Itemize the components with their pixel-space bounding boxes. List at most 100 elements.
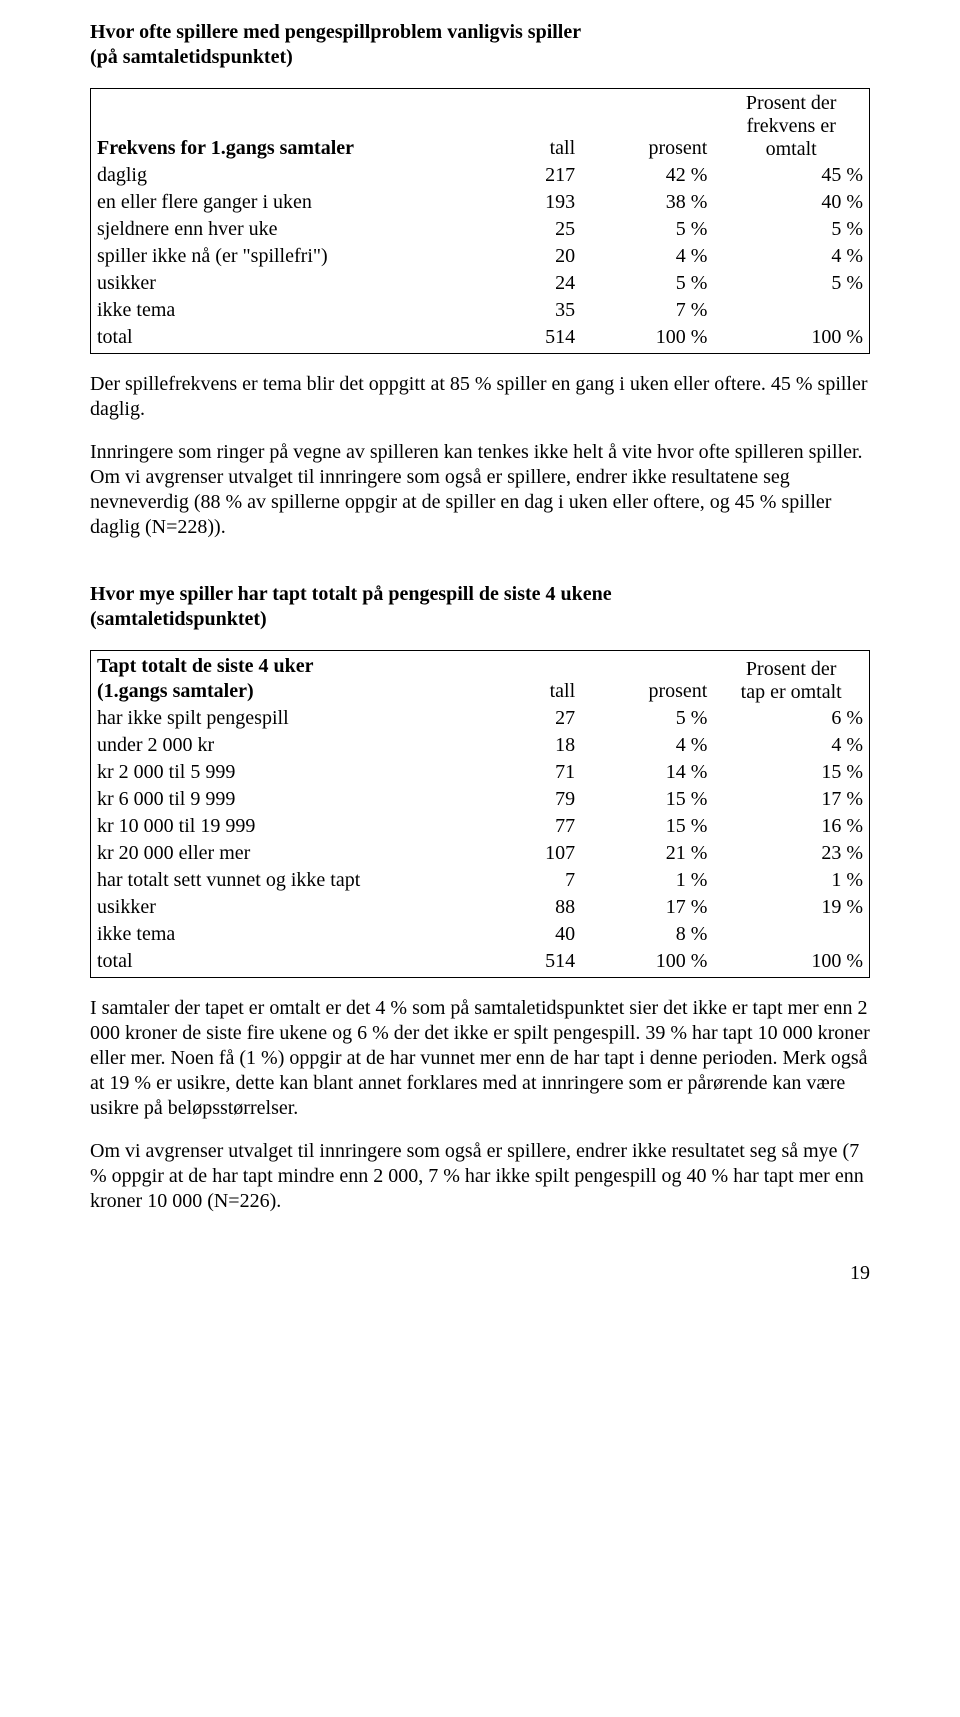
cell-value: 17 % [581,894,713,921]
header-sub: frekvens er [746,115,835,137]
table2-container: Tapt totalt de siste 4 uker (1.gangs sam… [90,650,870,978]
cell-value: 514 [464,948,581,975]
table-row: har ikke spilt pengespill275 %6 % [91,705,869,732]
table-row: ikke tema357 % [91,297,869,324]
table-row: usikker8817 %19 % [91,894,869,921]
cell-value: 24 [464,270,581,297]
cell-value: 7 [464,867,581,894]
cell-value: 1 % [713,867,869,894]
cell-label: kr 6 000 til 9 999 [91,786,464,813]
cell-value: 5 % [581,270,713,297]
cell-value: 15 % [581,786,713,813]
cell-label: daglig [91,162,464,189]
document-page: Hvor ofte spillere med pengespillproblem… [0,0,960,1325]
table-row: en eller flere ganger i uken19338 %40 % [91,189,869,216]
cell-label: under 2 000 kr [91,732,464,759]
header-col: tall [464,91,581,162]
header-sub: Prosent der [746,658,837,680]
table-row: under 2 000 kr184 %4 % [91,732,869,759]
cell-label: total [91,948,464,975]
cell-value: 6 % [713,705,869,732]
cell-label: en eller flere ganger i uken [91,189,464,216]
header-sub: tap er omtalt [741,681,842,703]
table-row: kr 2 000 til 5 9997114 %15 % [91,759,869,786]
cell-value: 16 % [713,813,869,840]
table2-body: har ikke spilt pengespill275 %6 %under 2… [91,705,869,975]
cell-value: 217 [464,162,581,189]
cell-value: 5 % [581,705,713,732]
cell-value: 27 [464,705,581,732]
header-label: Tapt totalt de siste 4 uker (1.gangs sam… [91,653,464,705]
cell-value: 79 [464,786,581,813]
cell-value: 40 [464,921,581,948]
header-col: Prosent der frekvens er omtalt [713,91,869,162]
paragraph: Om vi avgrenser utvalget til innringere … [90,1139,870,1214]
cell-value: 5 % [713,270,869,297]
table1-body: daglig21742 %45 %en eller flere ganger i… [91,162,869,351]
cell-label: spiller ikke nå (er "spillefri") [91,243,464,270]
cell-value: 14 % [581,759,713,786]
cell-value [713,921,869,948]
header-col: prosent [581,91,713,162]
cell-value: 100 % [713,324,869,351]
cell-label: usikker [91,894,464,921]
cell-value: 15 % [713,759,869,786]
table-row: sjeldnere enn hver uke255 %5 % [91,216,869,243]
table-row: total514100 %100 % [91,948,869,975]
cell-value [713,297,869,324]
cell-value: 77 [464,813,581,840]
heading-line: (på samtaletidspunktet) [90,46,293,68]
section1-heading: Hvor ofte spillere med pengespillproblem… [90,20,870,70]
cell-value: 8 % [581,921,713,948]
table-row: usikker245 %5 % [91,270,869,297]
cell-value: 38 % [581,189,713,216]
cell-value: 5 % [713,216,869,243]
header-sub: Tapt totalt de siste 4 uker [97,655,313,677]
heading-line: Hvor mye spiller har tapt totalt på peng… [90,583,612,605]
cell-label: sjeldnere enn hver uke [91,216,464,243]
cell-value: 19 % [713,894,869,921]
cell-label: usikker [91,270,464,297]
cell-value: 35 [464,297,581,324]
table-row: kr 20 000 eller mer10721 %23 % [91,840,869,867]
header-col: prosent [581,653,713,705]
table-header-row: Tapt totalt de siste 4 uker (1.gangs sam… [91,653,869,705]
page-number: 19 [90,1232,870,1285]
cell-value: 20 [464,243,581,270]
header-col: Prosent der tap er omtalt [713,653,869,705]
cell-value: 21 % [581,840,713,867]
cell-value: 100 % [581,324,713,351]
cell-value: 7 % [581,297,713,324]
cell-label: ikke tema [91,297,464,324]
cell-label: har totalt sett vunnet og ikke tapt [91,867,464,894]
cell-value: 4 % [713,732,869,759]
paragraph: Der spillefrekvens er tema blir det oppg… [90,372,870,422]
paragraph: I samtaler der tapet er omtalt er det 4 … [90,996,870,1121]
cell-value: 1 % [581,867,713,894]
table-row: daglig21742 %45 % [91,162,869,189]
table-row: total514100 %100 % [91,324,869,351]
cell-value: 40 % [713,189,869,216]
cell-value: 4 % [581,243,713,270]
cell-value: 17 % [713,786,869,813]
section2-heading: Hvor mye spiller har tapt totalt på peng… [90,582,870,632]
cell-label: ikke tema [91,921,464,948]
table2: Tapt totalt de siste 4 uker (1.gangs sam… [91,653,869,975]
cell-label: kr 2 000 til 5 999 [91,759,464,786]
cell-value: 18 [464,732,581,759]
cell-label: total [91,324,464,351]
table1: Frekvens for 1.gangs samtaler tall prose… [91,91,869,351]
cell-value: 42 % [581,162,713,189]
table-row: ikke tema408 % [91,921,869,948]
cell-value: 71 [464,759,581,786]
cell-value: 4 % [713,243,869,270]
cell-label: kr 20 000 eller mer [91,840,464,867]
cell-label: har ikke spilt pengespill [91,705,464,732]
heading-line: Hvor ofte spillere med pengespillproblem… [90,21,581,43]
cell-value: 107 [464,840,581,867]
header-col: tall [464,653,581,705]
cell-value: 100 % [581,948,713,975]
paragraph: Innringere som ringer på vegne av spille… [90,440,870,540]
table-row: spiller ikke nå (er "spillefri")204 %4 % [91,243,869,270]
cell-value: 100 % [713,948,869,975]
